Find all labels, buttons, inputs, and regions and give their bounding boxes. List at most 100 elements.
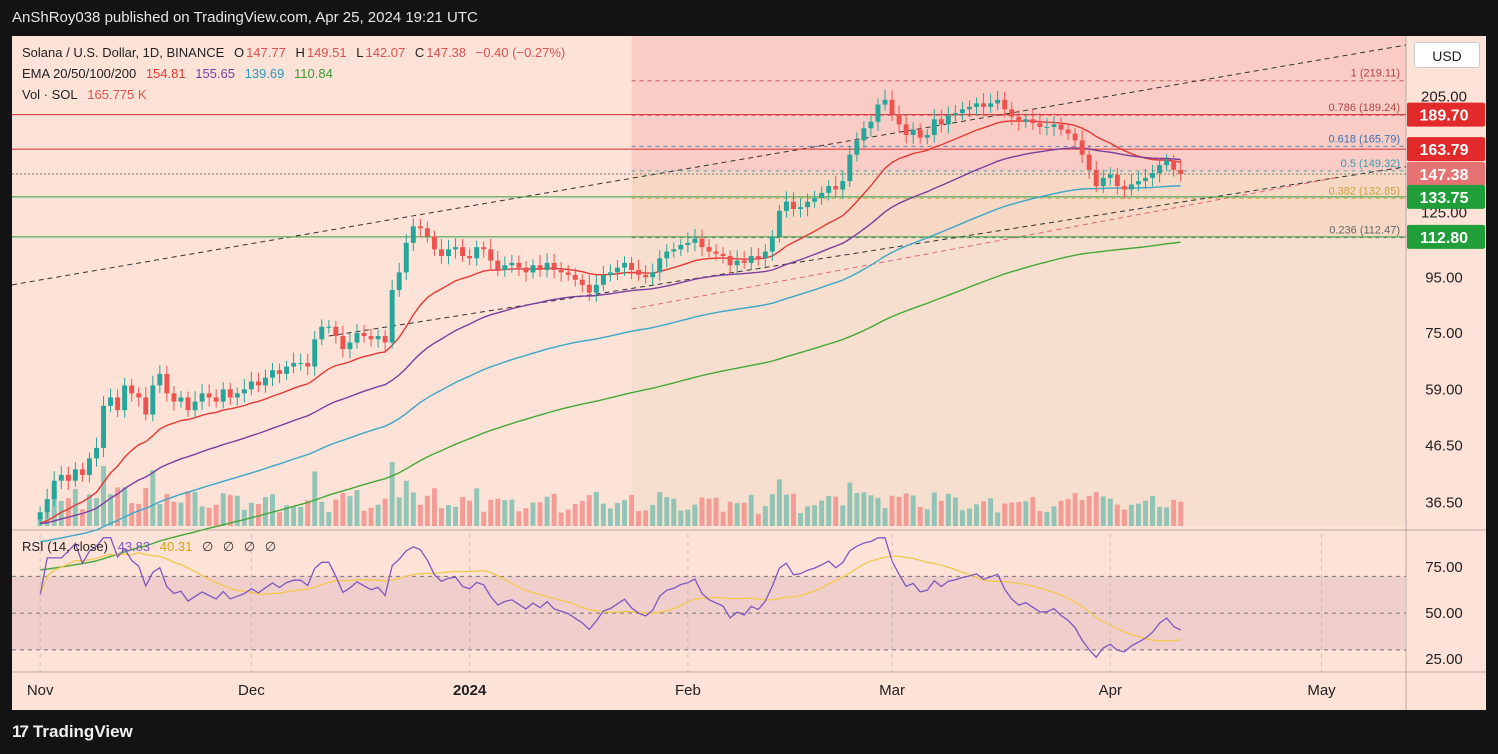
volume-bar: [847, 482, 853, 526]
volume-bar: [417, 504, 423, 526]
candle-body: [854, 140, 860, 155]
candle-body: [44, 499, 50, 513]
level-badge-bg: [1407, 162, 1485, 187]
candle-body: [783, 201, 789, 211]
candle-body: [347, 342, 353, 350]
candle-body: [537, 265, 543, 270]
volume-bar: [410, 492, 416, 526]
volume-bar: [439, 508, 444, 526]
candle-body: [917, 129, 923, 138]
volume-bar: [368, 507, 374, 526]
candle-body: [1079, 140, 1085, 155]
time-tick-label: Feb: [675, 682, 701, 699]
candle-body: [791, 201, 796, 210]
candle-body: [1128, 184, 1134, 190]
ema20-value: 154.81: [145, 66, 186, 81]
level-badge-bg: [1407, 224, 1485, 249]
level-badge-bg: [1407, 184, 1485, 209]
volume-bar: [579, 500, 585, 526]
candle-body: [1114, 174, 1120, 187]
volume-bar: [995, 512, 1001, 526]
volume-bar: [1150, 496, 1156, 526]
volume-bar: [1009, 502, 1015, 526]
candle-body: [826, 186, 832, 193]
candle-body: [354, 332, 360, 343]
candle-body: [1136, 181, 1141, 185]
candle-body: [981, 103, 987, 107]
publisher-line: AnShRoy038 published on TradingView.com,…: [12, 9, 478, 26]
volume-bar: [129, 503, 135, 526]
volume-bar: [931, 492, 937, 526]
ema200-value: 110.84: [294, 66, 333, 81]
fib-label: 0.786 (189.24): [1328, 102, 1400, 114]
open-label: O: [233, 45, 245, 60]
volume-bar: [657, 492, 663, 526]
volume-bar: [938, 500, 944, 526]
volume-bar: [875, 497, 881, 526]
candle-body: [882, 99, 888, 105]
candle-body: [171, 393, 177, 402]
volume-bar: [213, 504, 219, 526]
volume-bar: [347, 496, 353, 526]
candle-body: [840, 181, 846, 190]
candle-body: [833, 186, 839, 190]
candle-body: [129, 385, 135, 394]
candle-body: [579, 279, 585, 285]
volume-bar: [122, 487, 128, 526]
rsi-tick-label: 25.00: [1425, 651, 1463, 668]
candle-body: [150, 385, 156, 415]
volume-bar: [762, 506, 768, 526]
candle-body: [903, 124, 909, 135]
currency-button[interactable]: USD: [1414, 42, 1480, 68]
volume-bar: [854, 493, 860, 526]
candle-body: [572, 274, 578, 280]
candle-body: [530, 265, 536, 273]
volume-bar: [530, 502, 536, 526]
candle-body: [692, 238, 698, 243]
volume-bar: [234, 495, 240, 526]
candle-body: [136, 393, 142, 398]
candle-body: [861, 128, 867, 141]
candle-body: [396, 272, 402, 291]
candle-body: [333, 326, 339, 337]
candle-body: [164, 373, 170, 394]
candle-body: [446, 249, 451, 257]
candle-body: [474, 247, 480, 259]
price-tick-label: 36.50: [1425, 494, 1463, 511]
volume-bar: [903, 493, 909, 526]
volume-bar: [861, 492, 867, 526]
volume-bar: [896, 496, 902, 526]
time-tick-label: May: [1307, 682, 1336, 699]
volume-bar: [1100, 496, 1106, 526]
candle-body: [143, 397, 149, 415]
volume-bar: [58, 501, 64, 526]
candle-body: [1107, 174, 1113, 178]
volume-bar: [981, 501, 987, 526]
candle-body: [1178, 169, 1184, 175]
candle-body: [967, 106, 972, 110]
volume-bar: [945, 493, 951, 526]
candle-body: [741, 260, 747, 263]
candle-body: [277, 370, 282, 374]
candle-body: [720, 253, 726, 257]
volume-label: Vol · SOL: [22, 87, 78, 102]
candle-body: [453, 247, 459, 250]
volume-bar: [277, 512, 282, 526]
symbol-legend: Solana / U.S. Dollar, 1D, BINANCE O 147.7…: [22, 45, 571, 60]
volume-bar: [959, 510, 965, 526]
tradingview-logo[interactable]: 17 TradingView: [12, 722, 133, 742]
price-tick-label: 125.00: [1421, 205, 1467, 222]
low-label: L: [356, 45, 364, 60]
volume-bar: [826, 495, 832, 526]
volume-bar: [776, 479, 782, 526]
candle-body: [819, 192, 825, 199]
candle-body: [178, 397, 184, 402]
candle-body: [255, 381, 261, 386]
chart-svg[interactable]: 1.618 (305.93)1 (219.11)0.786 (189.24)0.…: [12, 36, 1486, 710]
chart-area[interactable]: 1.618 (305.93)1 (219.11)0.786 (189.24)0.…: [12, 36, 1486, 710]
candle-body: [805, 201, 811, 208]
rsi-empty-1: ∅: [201, 539, 214, 554]
candle-body: [312, 339, 318, 367]
fib-label: 0.236 (112.47): [1329, 225, 1400, 237]
candle-body: [185, 397, 191, 411]
